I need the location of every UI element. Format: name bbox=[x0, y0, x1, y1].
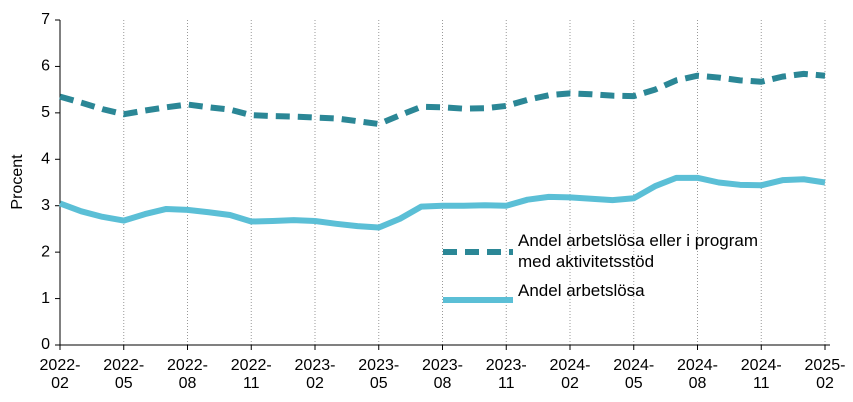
x-tick-label: 2024- 08 bbox=[677, 357, 718, 392]
line-series bbox=[59, 70, 826, 127]
line-series bbox=[58, 174, 826, 231]
x-tick-label: 2022- 11 bbox=[230, 357, 272, 392]
y-tick-label: 7 bbox=[41, 11, 50, 28]
x-tick-label: 2023- 08 bbox=[422, 357, 463, 392]
x-tick-label: 2025- 02 bbox=[804, 357, 846, 392]
y-tick-label: 1 bbox=[41, 290, 50, 307]
x-tick-label: 2023- 11 bbox=[485, 357, 527, 392]
x-tick-label: 2022- 02 bbox=[39, 357, 81, 392]
x-tick-label: 2024- 05 bbox=[613, 357, 655, 392]
x-tick-label: 2022- 08 bbox=[167, 357, 208, 392]
y-axis-label: Procent bbox=[9, 154, 26, 210]
x-tick-label: 2024- 02 bbox=[549, 357, 591, 392]
x-tick-label: 2023- 05 bbox=[358, 357, 400, 392]
legend-label: Andel arbetslösa eller i program med akt… bbox=[518, 231, 759, 271]
y-tick-label: 5 bbox=[41, 104, 50, 121]
x-tick-label: 2022- 05 bbox=[103, 357, 145, 392]
y-tick-label: 3 bbox=[41, 197, 50, 214]
y-tick-label: 4 bbox=[41, 151, 50, 168]
x-tick-label: 2023- 02 bbox=[294, 357, 336, 392]
x-tick-label: 2024- 11 bbox=[740, 357, 782, 392]
legend-label: Andel arbetslösa bbox=[518, 281, 645, 300]
y-tick-label: 6 bbox=[41, 58, 50, 75]
y-tick-label: 0 bbox=[41, 336, 50, 353]
y-tick-label: 2 bbox=[41, 243, 50, 260]
